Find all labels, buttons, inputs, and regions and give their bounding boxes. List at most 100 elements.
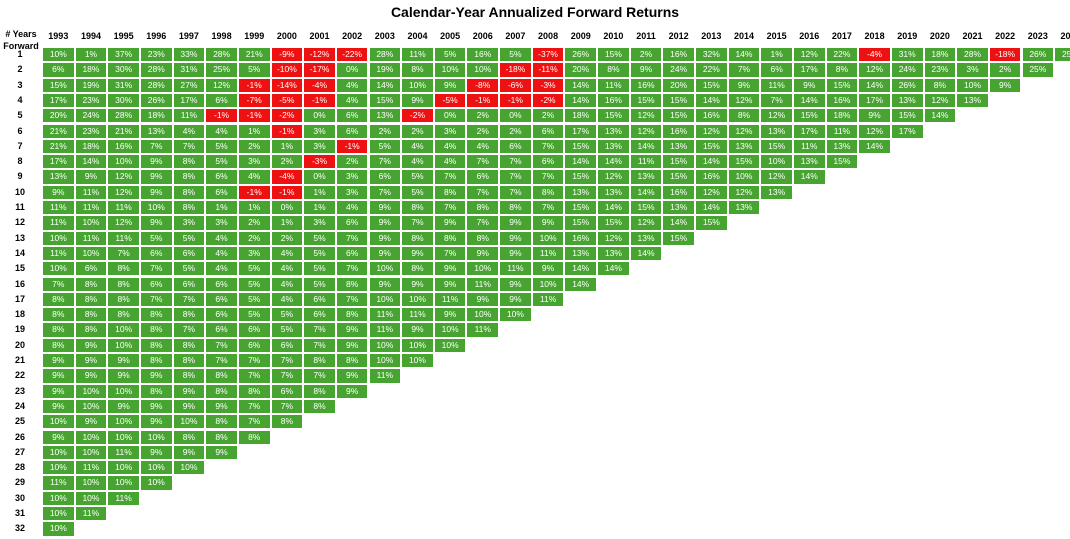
cell-1994-3y: 19% — [74, 77, 108, 93]
cell-1994-29y: 10% — [74, 475, 108, 491]
cell-2009-2y: 20% — [564, 62, 598, 78]
cell-2010-10y: 13% — [597, 184, 630, 200]
cell-1995-18y: 8% — [107, 307, 140, 323]
cell-1995-16y: 8% — [107, 276, 140, 292]
cell-2002-3y: 4% — [335, 77, 369, 93]
row-header-16: 16 — [14, 278, 25, 289]
cell-2021-1y: 28% — [956, 47, 989, 63]
cell-2001-8y: -3% — [303, 154, 336, 170]
column-header-1994: 1994 — [80, 31, 101, 41]
cell-1997-20y: 8% — [172, 337, 206, 353]
cell-2007-3y: -6% — [499, 77, 532, 93]
column-header-2014: 2014 — [733, 31, 754, 41]
row-header-8: 8 — [17, 156, 23, 167]
cell-1997-8y: 8% — [172, 154, 206, 170]
cell-2005-4y: -5% — [433, 92, 467, 109]
column-header-1998: 1998 — [211, 31, 232, 41]
cell-1999-18y: 5% — [237, 307, 271, 323]
cell-1998-13y: 4% — [205, 230, 238, 246]
cell-2006-7y: 4% — [466, 138, 500, 155]
cell-1997-4y: 17% — [172, 92, 206, 109]
cell-2008-8y: 6% — [531, 154, 565, 170]
cell-2021-3y: 10% — [956, 77, 989, 93]
cell-2001-24y: 8% — [303, 398, 336, 415]
column-header-2009: 2009 — [570, 31, 591, 41]
cell-2001-9y: 0% — [303, 169, 336, 185]
cell-1998-14y: 4% — [205, 245, 238, 262]
cell-2016-1y: 12% — [792, 47, 826, 63]
cell-2007-8y: 7% — [499, 154, 532, 170]
cell-2016-2y: 17% — [792, 62, 826, 78]
row-header-25: 25 — [14, 416, 25, 427]
column-header-1997: 1997 — [178, 31, 199, 41]
cell-2001-3y: -4% — [303, 77, 336, 93]
cell-1993-7y: 21% — [42, 138, 75, 155]
cell-2011-4y: 15% — [629, 92, 663, 109]
cell-2002-8y: 2% — [335, 154, 369, 170]
cell-2003-4y: 15% — [368, 92, 402, 109]
cell-2001-22y: 7% — [303, 368, 336, 384]
cell-1995-28y: 10% — [107, 460, 140, 476]
cell-1997-13y: 5% — [172, 230, 206, 246]
cell-2000-2y: -10% — [270, 62, 304, 78]
row-header-11: 11 — [15, 202, 25, 212]
cell-2003-7y: 5% — [368, 138, 402, 155]
row-header-20: 20 — [14, 339, 25, 350]
cell-1996-17y: 7% — [139, 291, 173, 308]
cell-2019-1y: 31% — [890, 47, 924, 63]
cell-2012-1y: 16% — [662, 47, 695, 63]
cell-2007-5y: 0% — [499, 108, 532, 124]
cell-1998-26y: 8% — [205, 429, 238, 445]
cell-2001-11y: 1% — [303, 200, 336, 216]
row-header-29: 29 — [14, 477, 25, 488]
cell-2002-17y: 7% — [335, 291, 369, 308]
cell-1995-11y: 11% — [107, 200, 140, 216]
cell-2000-6y: -1% — [270, 123, 304, 139]
cell-1996-4y: 26% — [139, 92, 173, 109]
cell-1994-12y: 10% — [74, 215, 108, 231]
cell-1998-8y: 5% — [205, 154, 238, 170]
cell-2002-11y: 4% — [335, 200, 369, 216]
cell-1998-20y: 7% — [205, 337, 238, 353]
cell-1999-10y: -1% — [237, 184, 271, 200]
cell-2000-15y: 4% — [270, 261, 304, 277]
cell-2003-19y: 11% — [368, 322, 402, 338]
column-header-2013: 2013 — [701, 31, 722, 41]
cell-1999-3y: -1% — [237, 77, 271, 93]
cell-1999-25y: 7% — [237, 414, 271, 430]
cell-1995-2y: 30% — [107, 62, 140, 78]
cell-2007-9y: 7% — [499, 169, 532, 185]
column-header-1999: 1999 — [244, 31, 265, 41]
cell-2011-7y: 14% — [629, 138, 663, 155]
cell-1995-7y: 16% — [107, 138, 140, 155]
cell-2000-24y: 7% — [270, 398, 304, 415]
cell-2002-22y: 9% — [335, 368, 369, 384]
cell-2009-15y: 14% — [564, 261, 598, 277]
cell-2010-8y: 14% — [597, 154, 630, 170]
cell-2016-8y: 13% — [792, 154, 826, 170]
cell-1997-28y: 10% — [172, 460, 206, 476]
cell-2003-22y: 11% — [368, 368, 402, 384]
cell-1997-17y: 7% — [172, 291, 206, 308]
cell-2013-3y: 15% — [695, 77, 728, 93]
cell-2016-3y: 9% — [792, 77, 826, 93]
cell-1993-12y: 11% — [42, 215, 75, 231]
cell-2001-2y: -17% — [303, 62, 336, 78]
cell-1999-9y: 4% — [237, 169, 271, 185]
cell-2014-6y: 12% — [727, 123, 761, 139]
cell-2013-10y: 12% — [695, 184, 728, 200]
cell-1999-1y: 21% — [237, 47, 271, 63]
cell-2011-3y: 16% — [629, 77, 663, 93]
column-header-2017: 2017 — [831, 31, 852, 41]
cell-2005-16y: 9% — [433, 276, 467, 292]
cell-2003-14y: 9% — [368, 245, 402, 262]
cell-2011-11y: 15% — [629, 200, 663, 216]
cell-2005-7y: 4% — [433, 138, 467, 155]
row-header-27: 27 — [14, 446, 25, 457]
cell-2004-19y: 9% — [401, 322, 434, 338]
cell-2011-6y: 12% — [629, 123, 663, 139]
cell-1994-24y: 10% — [74, 398, 108, 415]
cell-1998-4y: 6% — [205, 92, 238, 109]
cell-1995-1y: 37% — [107, 47, 140, 63]
